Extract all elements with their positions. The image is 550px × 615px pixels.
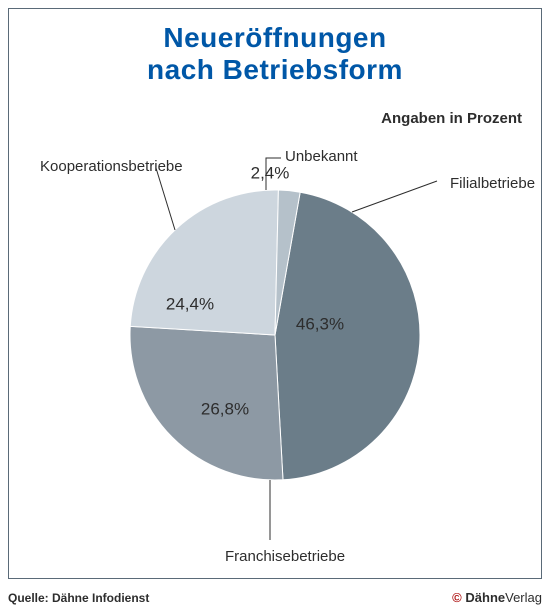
copyright-symbol: © [452,590,462,605]
category-label: Filialbetriebe [450,175,535,192]
category-label: Kooperationsbetriebe [40,158,183,175]
publisher-credit: © DähneVerlag [452,590,542,605]
pie-slice [275,192,420,480]
slice-pct-label: 26,8% [201,399,249,418]
source-text: Quelle: Dähne Infodienst [8,591,149,605]
publisher-name: Dähne [465,590,505,605]
slice-pct-label: 2,4% [251,163,290,182]
leader-line [156,168,175,230]
category-label: Franchisebetriebe [225,548,345,565]
publisher-suffix: Verlag [505,590,542,605]
chart-frame: Neueröffnungen nach Betriebsform Angaben… [0,0,550,615]
leader-line [352,181,437,212]
slice-pct-label: 24,4% [166,294,214,313]
category-label: Unbekannt [285,148,358,165]
pie-chart: 46,3% 26,8% 24,4% 2,4% [0,0,550,615]
slice-pct-label: 46,3% [296,314,344,333]
